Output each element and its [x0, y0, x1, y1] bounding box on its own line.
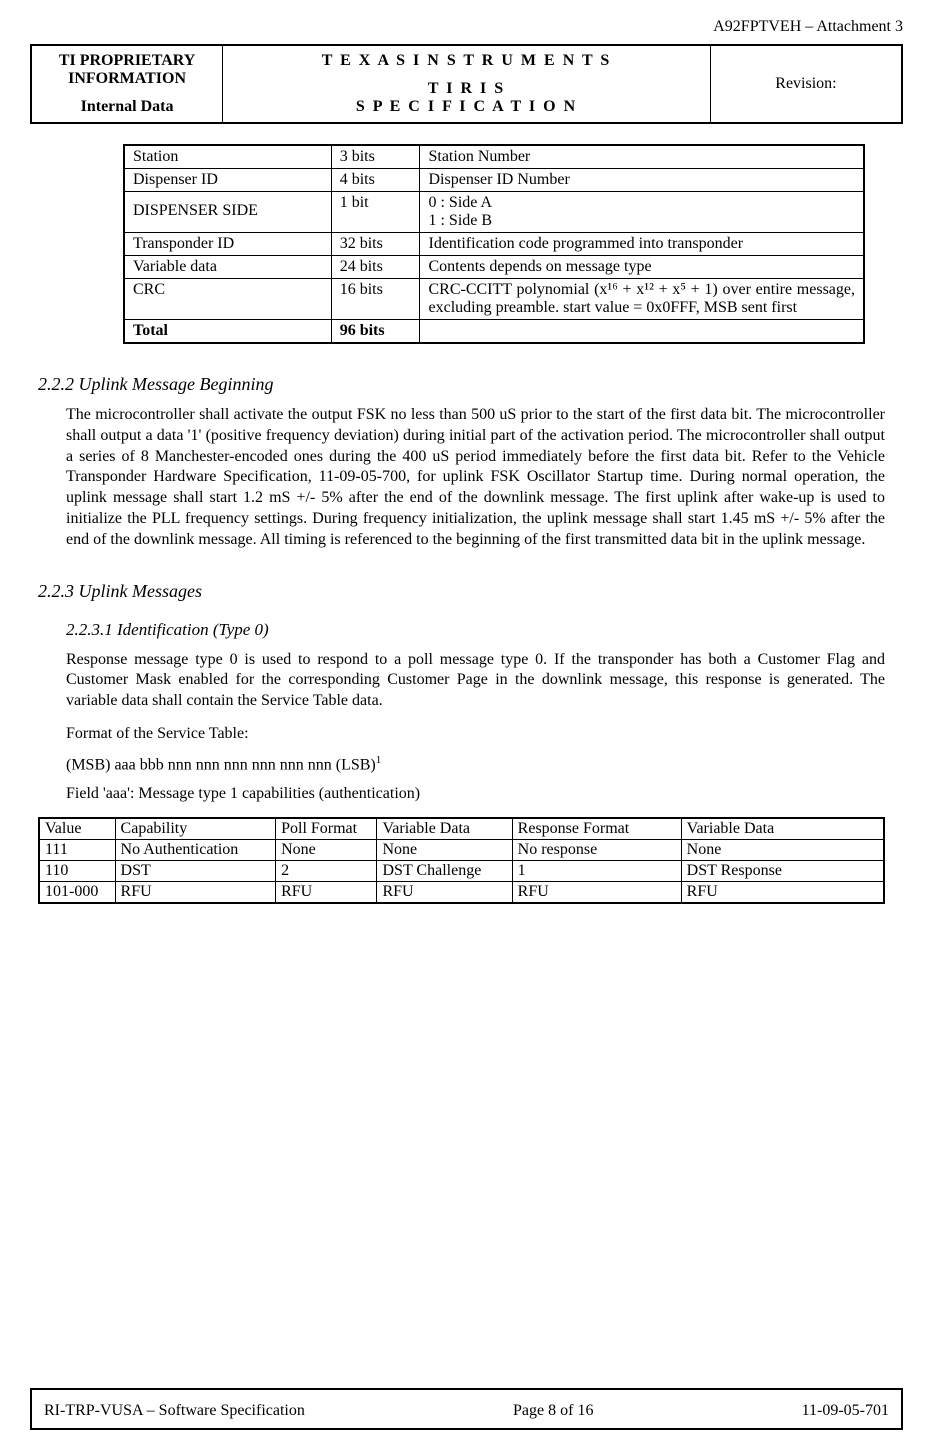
footer: RI-TRP-VUSA – Software Specification Pag… [30, 1388, 903, 1430]
cap-cell: 101-000 [39, 881, 115, 903]
cell-total: Total [124, 320, 331, 344]
header-table: TI PROPRIETARY INFORMATION Internal Data… [30, 44, 903, 124]
cell-field: DISPENSER SIDE [124, 192, 331, 233]
cap-cell: No Authentication [115, 839, 276, 860]
cell-field: Transponder ID [124, 233, 331, 256]
header-center-line2: T I R I S [233, 80, 700, 98]
table-row: Transponder ID32 bitsIdentification code… [124, 233, 864, 256]
cell-size: 3 bits [331, 145, 420, 169]
section-2231-p3: (MSB) aaa bbb nnn nnn nnn nnn nnn nnn (L… [66, 753, 885, 776]
cap-cell: None [377, 839, 512, 860]
section-2231-title: 2.2.3.1 Identification (Type 0) [66, 620, 895, 640]
header-left-line3: Internal Data [42, 98, 212, 116]
cap-cell: 2 [276, 860, 377, 881]
table-row: 110DST2DST Challenge1DST Response [39, 860, 884, 881]
cell-field: CRC [124, 279, 331, 320]
cap-header: Poll Format [276, 818, 377, 840]
header-center-line3: S P E C I F I C A T I O N [233, 98, 700, 116]
cap-cell: RFU [377, 881, 512, 903]
cap-cell: RFU [512, 881, 681, 903]
table-row: DISPENSER SIDE1 bit0 : Side A 1 : Side B [124, 192, 864, 233]
cap-cell: 111 [39, 839, 115, 860]
cap-cell: RFU [115, 881, 276, 903]
table-row: Dispenser ID4 bitsDispenser ID Number [124, 169, 864, 192]
capability-table: ValueCapabilityPoll FormatVariable DataR… [38, 817, 885, 904]
page: A92FPTVEH – Attachment 3 TI PROPRIETARY … [0, 0, 933, 1442]
doc-id: A92FPTVEH – Attachment 3 [30, 18, 903, 36]
cell-desc: 0 : Side A 1 : Side B [420, 192, 864, 233]
cell-field: Variable data [124, 256, 331, 279]
cap-cell: DST [115, 860, 276, 881]
header-right-line1: Revision: [721, 75, 891, 93]
cap-cell: None [276, 839, 377, 860]
cap-cell: DST Response [681, 860, 884, 881]
cell-total: 96 bits [331, 320, 420, 344]
cell-field: Station [124, 145, 331, 169]
cell-desc: Identification code programmed into tran… [420, 233, 864, 256]
cell-size: 1 bit [331, 192, 420, 233]
section-2231-p1: Response message type 0 is used to respo… [66, 650, 885, 712]
footer-left: RI-TRP-VUSA – Software Specification [44, 1402, 305, 1420]
cell-size: 16 bits [331, 279, 420, 320]
cell-desc: CRC-CCITT polynomial (x¹⁶ + x¹² + x⁵ + 1… [420, 279, 864, 320]
section-2231-p4: Field 'aaa': Message type 1 capabilities… [66, 784, 885, 805]
header-left-line1: TI PROPRIETARY [42, 52, 212, 70]
cap-cell: 1 [512, 860, 681, 881]
cap-header: Capability [115, 818, 276, 840]
cap-cell: None [681, 839, 884, 860]
header-center: T E X A S I N S T R U M E N T S T I R I … [223, 45, 711, 123]
p3-sup: 1 [376, 754, 382, 766]
cap-cell: DST Challenge [377, 860, 512, 881]
section-222-title: 2.2.2 Uplink Message Beginning [38, 374, 895, 395]
cap-header: Value [39, 818, 115, 840]
p3-pre: (MSB) aaa bbb nnn nnn nnn nnn nnn nnn (L… [66, 756, 376, 773]
section-223-title: 2.2.3 Uplink Messages [38, 581, 895, 602]
cap-cell: RFU [681, 881, 884, 903]
table-row: 111No AuthenticationNoneNoneNo responseN… [39, 839, 884, 860]
section-2231-p2: Format of the Service Table: [66, 724, 885, 745]
cell-field: Dispenser ID [124, 169, 331, 192]
section-222-text: The microcontroller shall activate the o… [66, 405, 885, 551]
cap-cell: No response [512, 839, 681, 860]
cell-total [420, 320, 864, 344]
cell-desc: Station Number [420, 145, 864, 169]
header-center-line1: T E X A S I N S T R U M E N T S [233, 52, 700, 70]
cell-size: 24 bits [331, 256, 420, 279]
cap-header: Variable Data [377, 818, 512, 840]
cap-cell: 110 [39, 860, 115, 881]
footer-right: 11-09-05-701 [802, 1402, 889, 1420]
header-left: TI PROPRIETARY INFORMATION Internal Data [31, 45, 223, 123]
cell-desc: Dispenser ID Number [420, 169, 864, 192]
table1-wrap: Station3 bitsStation NumberDispenser ID4… [38, 134, 895, 344]
cell-size: 4 bits [331, 169, 420, 192]
table-row-total: Total96 bits [124, 320, 864, 344]
footer-center: Page 8 of 16 [513, 1402, 593, 1420]
table-row: Variable data24 bitsContents depends on … [124, 256, 864, 279]
cell-desc: Contents depends on message type [420, 256, 864, 279]
cap-cell: RFU [276, 881, 377, 903]
cap-header: Variable Data [681, 818, 884, 840]
message-format-table: Station3 bitsStation NumberDispenser ID4… [123, 144, 865, 344]
header-left-line2: INFORMATION [42, 70, 212, 88]
table-row: Station3 bitsStation Number [124, 145, 864, 169]
cap-header: Response Format [512, 818, 681, 840]
table-row: 101-000RFURFURFURFURFU [39, 881, 884, 903]
cell-size: 32 bits [331, 233, 420, 256]
content: Station3 bitsStation NumberDispenser ID4… [30, 124, 903, 1388]
table-row: CRC16 bitsCRC-CCITT polynomial (x¹⁶ + x¹… [124, 279, 864, 320]
header-right: Revision: [710, 45, 902, 123]
